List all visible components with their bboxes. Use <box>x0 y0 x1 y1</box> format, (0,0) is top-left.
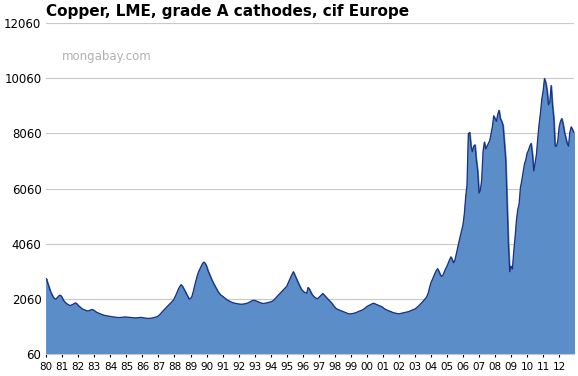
Text: Copper, LME, grade A cathodes, cif Europe: Copper, LME, grade A cathodes, cif Europ… <box>46 4 409 19</box>
Text: mongabay.com: mongabay.com <box>62 50 152 62</box>
